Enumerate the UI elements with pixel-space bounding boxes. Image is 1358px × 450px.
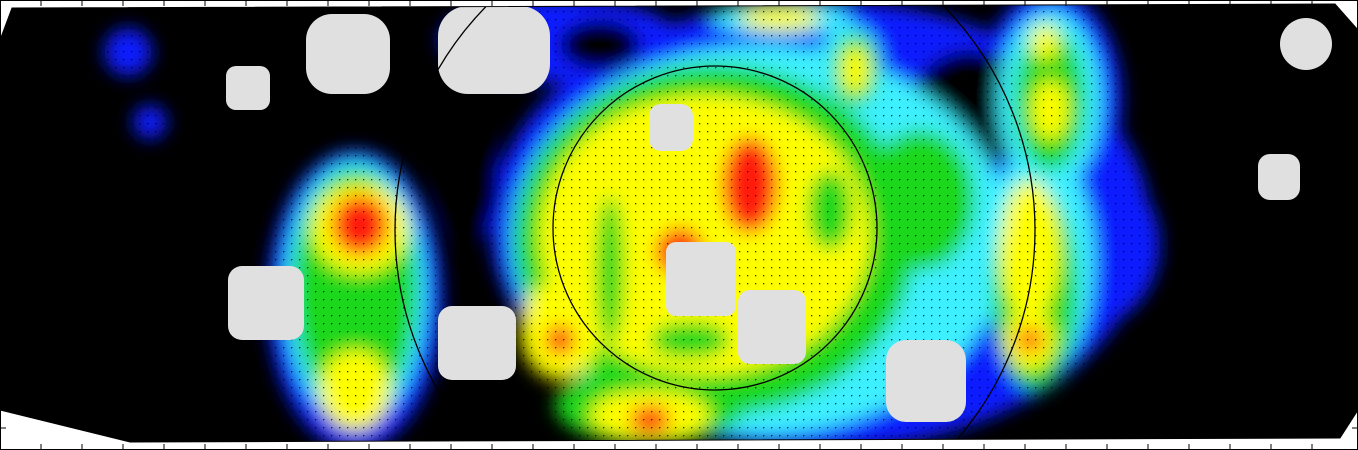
outer-circle xyxy=(394,4,1036,442)
map-outline xyxy=(0,3,1358,443)
inner-circle xyxy=(552,65,878,391)
